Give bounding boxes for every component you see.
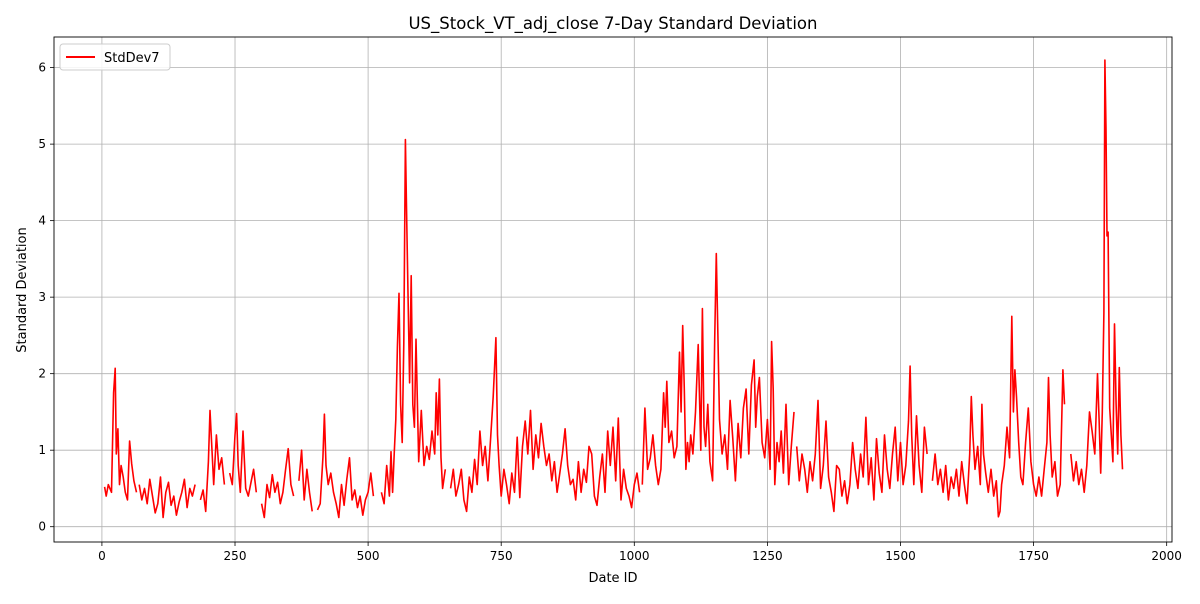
x-tick-label: 1000 bbox=[619, 549, 650, 563]
legend-box bbox=[59, 43, 171, 71]
x-tick-label: 1250 bbox=[752, 549, 783, 563]
series-line-stddev7 bbox=[931, 315, 1066, 518]
y-tick-label: 5 bbox=[38, 137, 46, 151]
y-tick-label: 2 bbox=[38, 367, 46, 381]
plot-frame bbox=[53, 36, 1173, 543]
x-tick-label: 1500 bbox=[885, 549, 916, 563]
x-tick-label: 750 bbox=[490, 549, 513, 563]
series-line-stddev7 bbox=[103, 367, 138, 501]
series-line-stddev7 bbox=[1070, 59, 1124, 494]
series-line-stddev7 bbox=[380, 138, 447, 505]
y-tick-label: 0 bbox=[38, 520, 46, 534]
series-line-stddev7 bbox=[199, 409, 226, 513]
series-line-stddev7 bbox=[449, 336, 641, 513]
legend-label-stddev7: StdDev7 bbox=[104, 51, 160, 66]
series-line-stddev7 bbox=[138, 476, 196, 519]
ticks: 0 250 500 750 1000 1250 1500 1750 2000 0 1 2 3 4 5 6 bbox=[38, 61, 1182, 563]
series-line-stddev7 bbox=[260, 447, 295, 519]
x-axis-label: Date ID bbox=[588, 571, 637, 586]
y-tick-label: 1 bbox=[38, 443, 46, 457]
y-tick-label: 3 bbox=[38, 290, 46, 304]
y-tick-label: 4 bbox=[38, 214, 46, 228]
y-axis-label: Standard Deviation bbox=[15, 227, 30, 352]
x-tick-label: 0 bbox=[98, 549, 106, 563]
y-tick-label: 6 bbox=[38, 61, 46, 75]
series-line-stddev7 bbox=[316, 413, 375, 519]
chart-title: US_Stock_VT_adj_close 7-Day Standard Dev… bbox=[408, 14, 817, 34]
x-tick-label: 250 bbox=[224, 549, 247, 563]
x-tick-label: 500 bbox=[357, 549, 380, 563]
legend: StdDev7 bbox=[59, 43, 171, 71]
series-line-stddev7 bbox=[228, 412, 258, 497]
series-layer bbox=[103, 59, 1124, 519]
series-line-stddev7 bbox=[795, 365, 928, 513]
x-tick-label: 2000 bbox=[1151, 549, 1182, 563]
grid bbox=[54, 37, 1172, 542]
x-tick-label: 1750 bbox=[1018, 549, 1049, 563]
series-line-stddev7 bbox=[641, 252, 795, 486]
series-line-stddev7 bbox=[298, 449, 313, 512]
